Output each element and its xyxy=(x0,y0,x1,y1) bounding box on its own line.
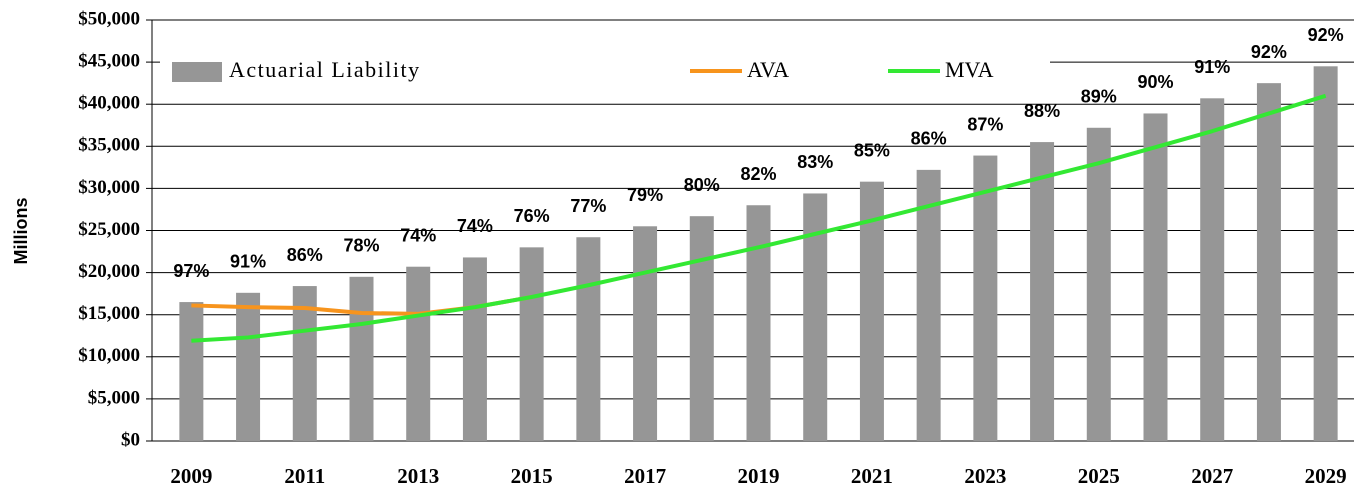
data-label: 86% xyxy=(911,129,947,149)
legend-swatch xyxy=(172,62,222,82)
x-tick-label: 2017 xyxy=(624,464,666,488)
data-label: 92% xyxy=(1251,42,1287,62)
y-tick-label: $25,000 xyxy=(78,219,140,240)
bar xyxy=(519,247,544,441)
legend-label: Actuarial Liability xyxy=(229,57,421,82)
data-label: 89% xyxy=(1081,87,1117,107)
bar xyxy=(349,276,374,441)
y-tick-label: $0 xyxy=(121,429,140,450)
y-tick-label: $30,000 xyxy=(78,177,140,198)
bar xyxy=(916,169,941,441)
y-axis-label: Millions xyxy=(11,198,31,265)
y-tick-label: $35,000 xyxy=(78,135,140,156)
bar xyxy=(462,257,487,441)
y-tick-label: $10,000 xyxy=(78,345,140,366)
data-label: 87% xyxy=(967,114,1003,134)
x-tick-label: 2023 xyxy=(964,464,1006,488)
data-label: 86% xyxy=(287,245,323,265)
bar xyxy=(973,155,998,441)
bar xyxy=(292,286,317,441)
x-tick-label: 2025 xyxy=(1078,464,1120,488)
x-tick-label: 2013 xyxy=(397,464,439,488)
x-tick-label: 2011 xyxy=(284,464,325,488)
data-label: 82% xyxy=(740,164,776,184)
data-label: 77% xyxy=(570,196,606,216)
data-label: 83% xyxy=(797,152,833,172)
bar xyxy=(1313,66,1338,441)
bar xyxy=(406,266,431,441)
data-label: 90% xyxy=(1137,72,1173,92)
data-label: 97% xyxy=(173,261,209,281)
x-tick-label: 2029 xyxy=(1305,464,1347,488)
x-tick-label: 2019 xyxy=(738,464,780,488)
x-tick-label: 2015 xyxy=(511,464,553,488)
y-tick-label: $20,000 xyxy=(78,261,140,282)
bar xyxy=(1256,83,1281,442)
bar xyxy=(746,205,771,441)
bar xyxy=(689,216,714,441)
bar xyxy=(633,226,658,441)
legend-label: MVA xyxy=(945,57,994,82)
y-tick-label: $15,000 xyxy=(78,303,140,324)
data-label: 76% xyxy=(514,206,550,226)
data-label: 78% xyxy=(343,236,379,256)
data-label: 74% xyxy=(457,216,493,236)
data-label: 74% xyxy=(400,225,436,245)
data-label: 92% xyxy=(1308,25,1344,45)
y-tick-label: $45,000 xyxy=(78,50,140,71)
data-label: 85% xyxy=(854,140,890,160)
data-label: 80% xyxy=(684,175,720,195)
bar xyxy=(1143,113,1168,441)
bar xyxy=(1030,142,1055,441)
x-tick-label: 2009 xyxy=(170,464,212,488)
x-tick-label: 2027 xyxy=(1191,464,1233,488)
data-label: 88% xyxy=(1024,101,1060,121)
data-label: 79% xyxy=(627,185,663,205)
data-label: 91% xyxy=(230,252,266,272)
bar xyxy=(179,302,204,441)
bar xyxy=(1200,98,1225,441)
legend-label: AVA xyxy=(747,57,789,82)
bar xyxy=(576,237,601,441)
data-label: 91% xyxy=(1194,57,1230,77)
bar xyxy=(236,292,261,441)
y-tick-label: $5,000 xyxy=(88,387,140,408)
x-tick-label: 2021 xyxy=(851,464,893,488)
bar xyxy=(859,181,884,441)
y-tick-label: $50,000 xyxy=(78,8,140,29)
bar xyxy=(1086,127,1111,441)
line xyxy=(191,93,1327,343)
y-tick-label: $40,000 xyxy=(78,93,140,114)
